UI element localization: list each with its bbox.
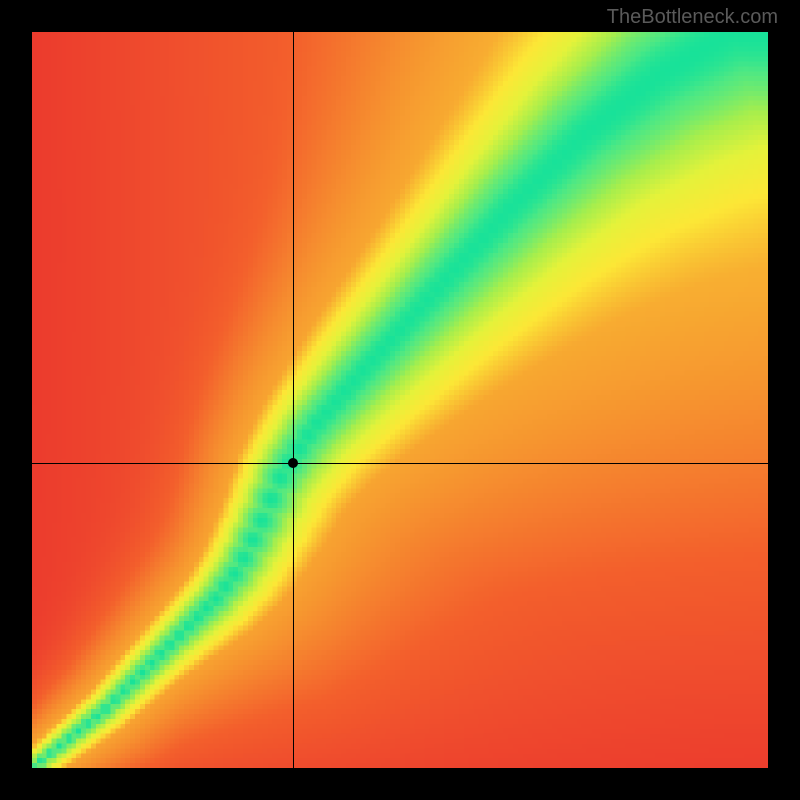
crosshair-vertical <box>293 32 294 768</box>
selection-marker <box>288 458 298 468</box>
heatmap-canvas <box>32 32 768 768</box>
watermark-text: TheBottleneck.com <box>607 6 778 29</box>
crosshair-horizontal <box>32 463 768 464</box>
heatmap-plot <box>32 32 768 768</box>
